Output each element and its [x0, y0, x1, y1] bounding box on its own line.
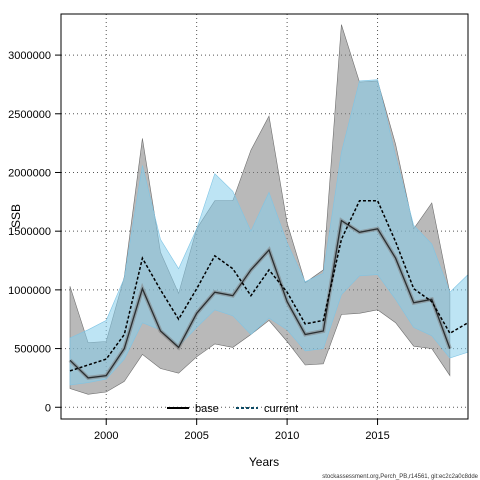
plot-frame — [60, 13, 469, 420]
x-tick-label: 2000 — [94, 430, 118, 442]
y-axis: 0 500000 1000000 1500000 2000000 2500000 30000… — [8, 50, 61, 414]
y-tick-label: 0 — [45, 402, 51, 414]
y-tick-label: 1500000 — [8, 226, 51, 238]
series-lines — [68, 199, 469, 381]
base-line — [69, 219, 451, 379]
y-tick-label: 3000000 — [8, 50, 51, 62]
x-axis-title: Years — [249, 455, 279, 469]
y-axis-title: SSB — [9, 204, 23, 228]
legend: base current — [167, 403, 298, 415]
x-tick-label: 2015 — [365, 430, 389, 442]
y-tick-label: 1000000 — [8, 285, 51, 297]
x-axis: 2000 2005 2010 2015 — [94, 419, 390, 442]
y-tick-label: 2000000 — [8, 167, 51, 179]
confidence-bands — [69, 24, 469, 395]
current-line — [69, 199, 469, 372]
legend-current-label: current — [264, 403, 298, 415]
y-tick-label: 500000 — [14, 344, 51, 356]
y-tick-label: 2500000 — [8, 109, 51, 121]
x-tick-label: 2010 — [275, 430, 299, 442]
footer-credit: stockassessment.org,Perch_PB,r14561, git… — [322, 474, 478, 480]
x-tick-label: 2005 — [184, 430, 208, 442]
legend-base-label: base — [195, 403, 219, 415]
